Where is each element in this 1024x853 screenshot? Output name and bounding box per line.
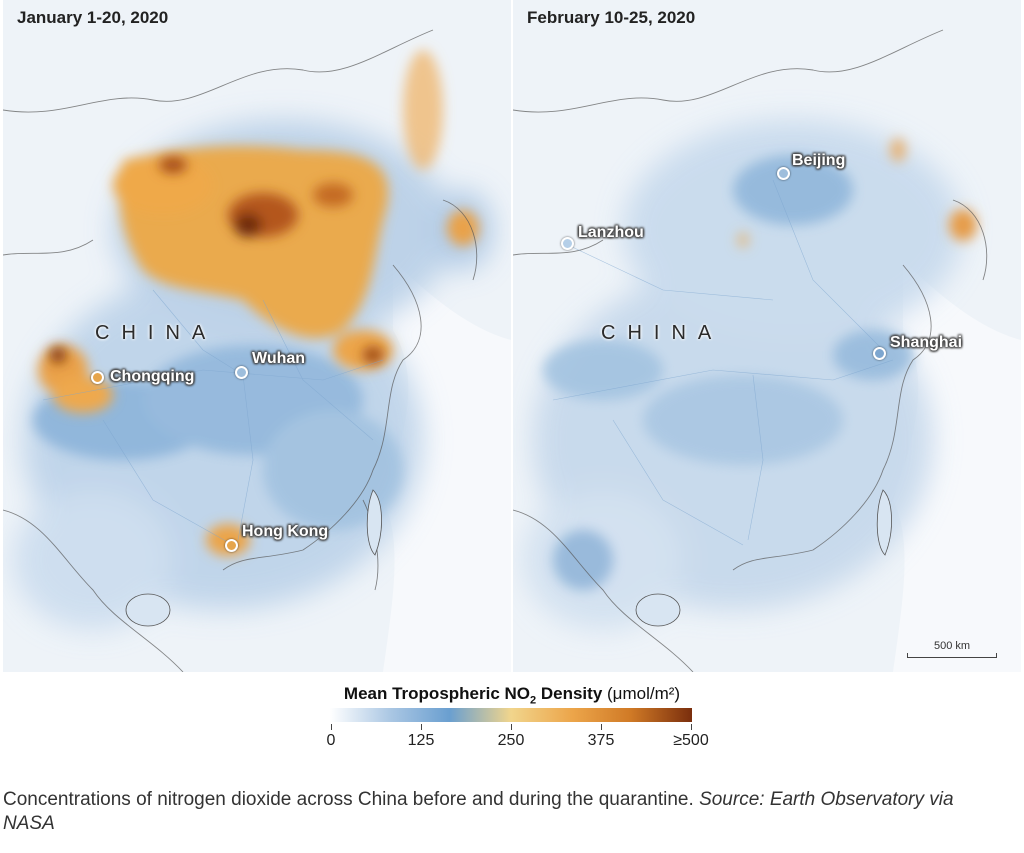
- caption-text: Concentrations of nitrogen dioxide acros…: [3, 789, 700, 810]
- legend-title: Mean Tropospheric NO2 Density (μmol/m²): [0, 684, 1024, 706]
- city-chongqing: Chongqing: [91, 368, 194, 386]
- country-label: CHINA: [601, 322, 724, 344]
- city-label: Lanzhou: [578, 224, 644, 241]
- legend-tick: [331, 724, 332, 730]
- no2-map-february: [513, 0, 1021, 672]
- city-marker-icon: [91, 370, 104, 384]
- city-label: Shanghai: [890, 334, 963, 351]
- map-panel-january: January 1-20, 2020 CHINA Chongqing Wuhan…: [3, 0, 511, 672]
- legend-tick: [691, 724, 692, 730]
- legend-tick-label: 0: [326, 732, 336, 749]
- legend-tick: [421, 724, 422, 730]
- map-panel-february: February 10-25, 2020 CHINA Beijing Lanzh…: [513, 0, 1021, 672]
- city-wuhan: Wuhan: [235, 350, 305, 379]
- legend-tick: [601, 724, 602, 730]
- color-legend: Mean Tropospheric NO2 Density (μmol/m²) …: [0, 680, 1024, 760]
- legend-tick-label: 250: [497, 732, 525, 749]
- color-scale-bar: [330, 708, 692, 722]
- city-marker-icon: [561, 237, 574, 250]
- city-marker-icon: [873, 347, 886, 360]
- no2-map-january: [3, 0, 511, 672]
- city-marker-icon: [777, 167, 790, 180]
- city-label: Hong Kong: [242, 523, 329, 540]
- city-label: Chongqing: [110, 368, 195, 385]
- legend-tick-label: ≥500: [673, 732, 709, 749]
- scale-bar: 500 km: [907, 640, 997, 658]
- city-beijing: Beijing: [777, 152, 845, 180]
- city-label: Beijing: [792, 152, 846, 169]
- legend-unit: (μmol/m²): [607, 684, 681, 703]
- legend-title-main: Mean Tropospheric NO: [343, 684, 531, 703]
- city-lanzhou: Lanzhou: [561, 224, 644, 250]
- scale-bar-line: [907, 653, 997, 658]
- city-marker-icon: [235, 366, 248, 379]
- caption-source: Source: Earth Observatory via NASA: [3, 789, 954, 834]
- legend-tick-label: 125: [407, 732, 435, 749]
- panel-title: February 10-25, 2020: [527, 8, 696, 27]
- country-label: CHINA: [95, 322, 218, 344]
- city-marker-icon: [225, 539, 238, 552]
- figure-caption: Concentrations of nitrogen dioxide acros…: [3, 788, 1003, 836]
- city-hong-kong: Hong Kong: [225, 523, 328, 552]
- legend-tick: [511, 724, 512, 730]
- city-label: Wuhan: [252, 350, 306, 367]
- legend-title-sub: 2: [530, 694, 537, 707]
- panel-title: January 1-20, 2020: [17, 8, 169, 27]
- legend-tick-label: 375: [587, 732, 615, 749]
- city-shanghai: Shanghai: [873, 334, 962, 360]
- legend-title-rest: Density: [536, 684, 603, 703]
- scale-bar-label: 500 km: [933, 640, 971, 652]
